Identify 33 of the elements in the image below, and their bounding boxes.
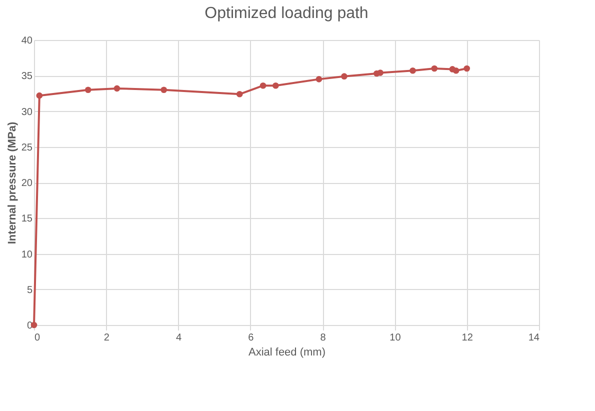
y-tick-label: 5 (26, 284, 33, 296)
x-tick-label: 4 (176, 332, 182, 344)
point (84, 86, 92, 94)
y-tick-label: 35 (21, 71, 33, 82)
y-tick-label: 40 (21, 36, 33, 46)
y-tick-label: 30 (21, 106, 33, 118)
point (431, 65, 438, 72)
point (410, 67, 416, 74)
x-tick-label: 8 (320, 332, 326, 344)
point (114, 85, 120, 92)
point (452, 67, 460, 74)
y-tick-label: 25 (21, 142, 33, 154)
y-tick-label: 15 (21, 214, 33, 225)
y-tick-label: 10 (21, 249, 33, 260)
x-tick-label: 2 (104, 332, 110, 344)
y-axis-title: Internal pressure (MPa) (6, 122, 18, 244)
x-tick-label: 14 (528, 332, 540, 344)
point (464, 65, 470, 72)
point (36, 92, 43, 99)
point (377, 70, 384, 76)
point (160, 86, 168, 94)
y-tick-label: 20 (21, 178, 33, 189)
x-tick-label: 12 (462, 332, 474, 344)
x-tick-label: 10 (390, 332, 402, 344)
x-tick-label: 6 (248, 332, 254, 344)
x-axis-title: Axial feed (mm) (248, 346, 326, 358)
point (341, 73, 348, 80)
point (236, 90, 243, 98)
x-tick-label: 0 (34, 332, 40, 344)
point (316, 76, 322, 82)
chart-title: Optimized loading path (204, 5, 368, 22)
point (272, 82, 279, 89)
point (260, 82, 266, 89)
